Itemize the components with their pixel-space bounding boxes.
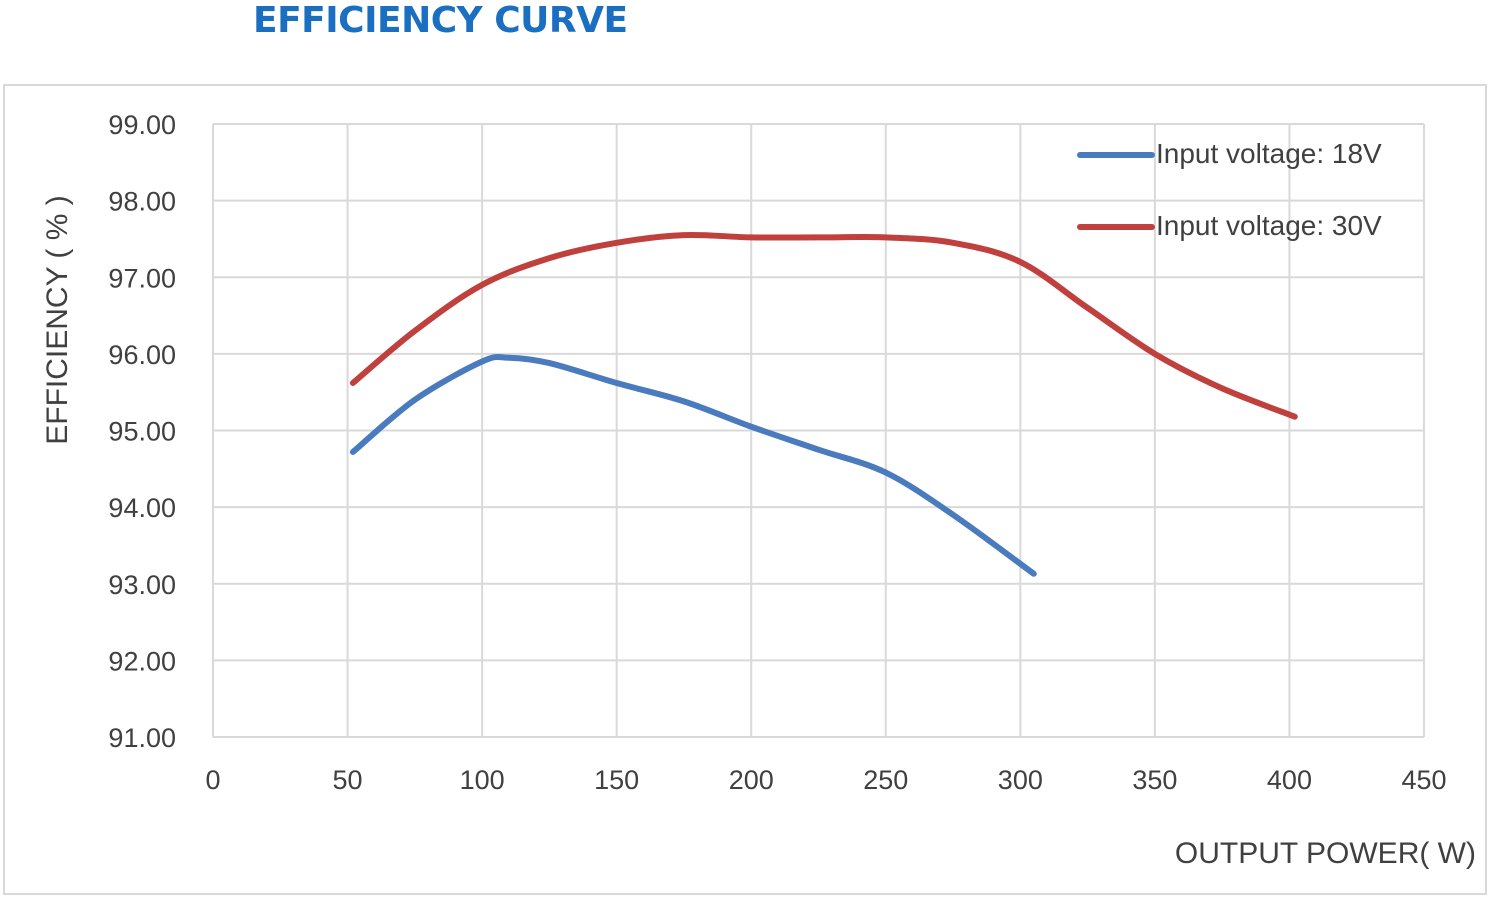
- y-tick-label: 93.00: [108, 570, 176, 600]
- y-tick-label: 95.00: [108, 417, 176, 447]
- x-tick-label: 300: [998, 765, 1043, 795]
- legend: Input voltage: 18V Input voltage: 30V: [1077, 138, 1382, 241]
- y-tick-label: 99.00: [108, 110, 176, 140]
- x-tick-label: 0: [205, 765, 220, 795]
- x-tick-label: 50: [333, 765, 363, 795]
- y-tick-label: 92.00: [108, 646, 176, 676]
- series-lines: [349, 231, 1298, 577]
- y-tick-label: 94.00: [108, 493, 176, 523]
- y-tick-label: 91.00: [108, 723, 176, 753]
- series-line-18v: [349, 353, 1037, 577]
- x-axis-title: OUTPUT POWER( W): [1175, 837, 1476, 870]
- x-tick-label: 450: [1401, 765, 1446, 795]
- x-axis-ticks: 0 50 100 150 200 250 300 350 400 450: [205, 765, 1446, 795]
- page-title: EFFICIENCY CURVE: [253, 0, 628, 41]
- legend-label-18v: Input voltage: 18V: [1156, 138, 1382, 169]
- x-tick-label: 350: [1132, 765, 1177, 795]
- x-tick-label: 200: [729, 765, 774, 795]
- chart-frame: [3, 84, 1487, 895]
- y-tick-label: 96.00: [108, 340, 176, 370]
- x-tick-label: 150: [594, 765, 639, 795]
- x-tick-label: 250: [863, 765, 908, 795]
- y-axis-ticks: 91.00 92.00 93.00 94.00 95.00 96.00 97.00 98.00…: [108, 110, 176, 753]
- x-tick-label: 100: [460, 765, 505, 795]
- legend-label-30v: Input voltage: 30V: [1156, 210, 1382, 241]
- y-tick-label: 98.00: [108, 187, 176, 217]
- x-tick-label: 400: [1267, 765, 1312, 795]
- grid: [212, 123, 1425, 738]
- y-axis-title: EFFICIENCY ( % ): [41, 195, 74, 444]
- series-line-30v: [349, 231, 1298, 420]
- y-tick-label: 97.00: [108, 263, 176, 293]
